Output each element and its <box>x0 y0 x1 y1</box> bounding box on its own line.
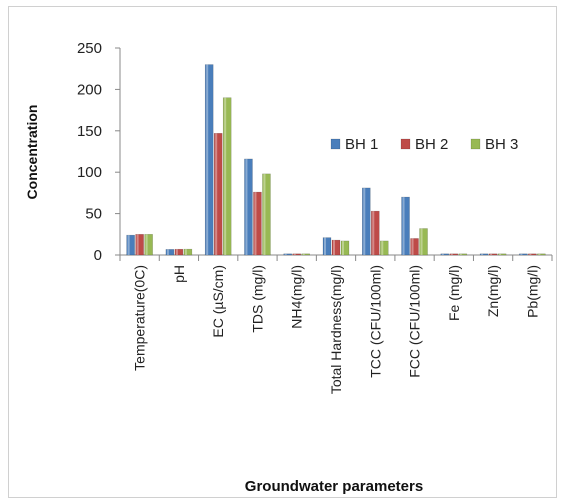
bar-highlight <box>166 249 169 255</box>
bar <box>174 248 184 256</box>
bar <box>126 234 135 256</box>
bar <box>440 253 450 256</box>
bar <box>362 187 371 256</box>
x-tick-label: Total Hardness(mg/l) <box>328 265 344 394</box>
x-axis-title: Groundwater parameters <box>245 478 423 495</box>
bar <box>213 133 223 256</box>
bar <box>244 158 253 256</box>
x-tick-label: EC (µS/cm) <box>210 265 226 338</box>
bar <box>419 228 428 256</box>
bar <box>144 234 153 256</box>
x-tick-label: pH <box>171 265 187 283</box>
bar-highlight <box>499 253 502 255</box>
bar <box>528 253 537 256</box>
bar-highlight <box>450 253 453 255</box>
x-tick-label: TDS (mg/l) <box>249 265 265 333</box>
y-tick-label: 200 <box>77 81 102 98</box>
bar-highlight <box>342 240 344 255</box>
y-tick-label: 50 <box>85 206 102 223</box>
bar-highlight <box>145 234 148 255</box>
bar-highlight <box>127 235 130 255</box>
bar-highlight <box>215 133 218 255</box>
bar <box>519 253 528 256</box>
bar <box>537 253 546 256</box>
y-tick-label: 150 <box>77 123 102 140</box>
bar-highlight <box>441 253 444 255</box>
bar <box>301 253 310 256</box>
bar-highlight <box>284 253 287 255</box>
bar-highlight <box>324 237 326 255</box>
bar <box>204 64 214 256</box>
bar-highlight <box>381 240 384 255</box>
bar <box>165 249 175 256</box>
bar <box>183 248 193 256</box>
bar-highlight <box>254 192 257 255</box>
bar <box>380 240 389 256</box>
bar-highlight <box>411 238 414 255</box>
bar-highlight <box>175 249 178 255</box>
bar <box>292 253 301 256</box>
bar <box>488 253 498 256</box>
x-tick-label: TCC (CFU/100ml) <box>367 265 383 378</box>
legend-swatch <box>470 138 481 150</box>
bar-highlight <box>420 228 423 255</box>
chart-frame <box>8 6 557 498</box>
legend: BH 1 BH 2 BH 3 <box>330 136 518 153</box>
x-tick-label: Pb(mg/l) <box>524 265 540 318</box>
bar-highlight <box>245 158 248 255</box>
bar <box>322 237 332 256</box>
bars <box>126 64 546 256</box>
bar <box>340 240 350 256</box>
bar-highlight <box>520 253 523 255</box>
y-tick-label: 250 <box>77 40 102 57</box>
bar <box>331 239 341 256</box>
bar-highlight <box>481 253 484 255</box>
bar <box>458 253 468 256</box>
legend-label: BH 1 <box>345 136 378 153</box>
x-tick-label: FCC (CFU/100ml) <box>407 265 423 378</box>
bar-highlight <box>363 187 366 255</box>
bar-highlight <box>538 253 541 255</box>
bar-highlight <box>490 253 493 255</box>
bar-highlight <box>529 253 532 255</box>
y-tick-label: 100 <box>77 164 102 181</box>
x-tick-label: Zn(mg/l) <box>485 265 501 317</box>
bar-highlight <box>402 197 405 255</box>
bar <box>410 238 419 256</box>
y-axis-title: Concentration <box>24 105 40 200</box>
x-tick-label: Fe (mg/l) <box>446 265 462 321</box>
axes: 0 50 100 150 200 250 Temperature(0C) pH EC (µS/c… <box>77 40 553 394</box>
bar <box>371 210 380 256</box>
bar-highlight <box>372 211 375 255</box>
x-tick-label: NH4(mg/l) <box>289 265 305 329</box>
legend-swatch <box>400 138 411 150</box>
bar-highlight <box>206 64 209 255</box>
legend-label: BH 2 <box>415 136 448 153</box>
bar-highlight <box>224 97 227 256</box>
bar-highlight <box>459 253 462 255</box>
bar <box>135 234 144 256</box>
legend-label: BH 3 <box>485 136 518 153</box>
bar <box>253 191 262 256</box>
bar-highlight <box>136 234 139 255</box>
bar <box>283 253 292 256</box>
bar-highlight <box>302 253 305 255</box>
bar-highlight <box>263 173 266 255</box>
y-tick-label: 0 <box>94 247 102 264</box>
bar-highlight <box>293 253 296 255</box>
bar <box>401 196 410 256</box>
bar <box>262 173 271 256</box>
bar <box>449 253 459 256</box>
bar <box>222 97 232 256</box>
bar <box>479 253 489 256</box>
bar <box>497 253 507 256</box>
legend-swatch <box>330 138 341 150</box>
bar-highlight <box>184 249 187 255</box>
x-tick-label: Temperature(0C) <box>132 265 148 371</box>
bar-highlight <box>333 240 335 255</box>
